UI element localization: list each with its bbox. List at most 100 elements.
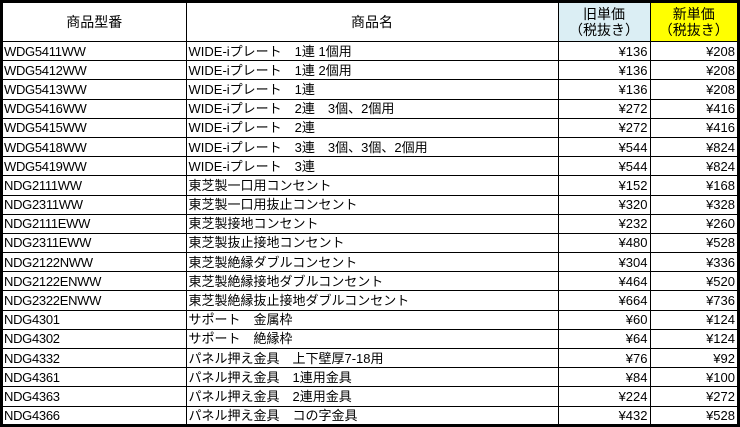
product-code-cell: WDG5416WW: [3, 98, 187, 119]
header-row: 商品型番 商品名 旧単価 （税抜き） 新単価 （税抜き）: [3, 3, 737, 42]
new-price-cell: ¥736: [649, 290, 737, 311]
old-price-cell: ¥304: [557, 252, 651, 273]
product-code-cell: NDG2111WW: [3, 175, 187, 196]
old-price-cell: ¥232: [557, 213, 651, 234]
product-name-cell: WIDE-iプレート 1連: [185, 79, 559, 100]
header-old-price: 旧単価 （税抜き）: [557, 3, 651, 42]
header-new-price: 新単価 （税抜き）: [649, 3, 737, 42]
table-row: NDG2122NWW 東芝製絶縁ダブルコンセント ¥304 ¥336: [3, 252, 737, 273]
header-old-price-line1: 旧単価: [583, 6, 625, 22]
table-row: NDG4302 サポート 絶縁枠 ¥64 ¥124: [3, 328, 737, 350]
old-price-cell: ¥84: [557, 367, 651, 388]
product-code-cell: NDG4363: [3, 386, 187, 407]
product-name-cell: 東芝製抜止接地コンセント: [185, 232, 559, 254]
product-name-cell: 東芝製絶縁ダブルコンセント: [185, 252, 559, 273]
product-code-cell: NDG2111EWW: [3, 213, 187, 234]
new-price-cell: ¥208: [649, 60, 737, 81]
new-price-cell: ¥824: [649, 156, 737, 177]
product-code-cell: WDG5415WW: [3, 117, 187, 138]
old-price-cell: ¥136: [557, 40, 651, 62]
header-new-price-line2: （税抜き）: [658, 22, 729, 38]
old-price-cell: ¥60: [557, 309, 651, 330]
header-name: 商品名: [185, 3, 559, 42]
table-row: NDG4361 パネル押え金具 1連用金具 ¥84 ¥100: [3, 367, 737, 388]
old-price-cell: ¥544: [557, 136, 651, 158]
price-table: 商品型番 商品名 旧単価 （税抜き） 新単価 （税抜き） WDG5411WW WIDE…: [3, 3, 737, 425]
product-code-cell: WDG5419WW: [3, 156, 187, 177]
new-price-cell: ¥528: [649, 232, 737, 254]
table-row: WDG5419WW WIDE-iプレート 3連 ¥544 ¥824: [3, 156, 737, 177]
new-price-cell: ¥124: [649, 328, 737, 350]
old-price-cell: ¥136: [557, 60, 651, 81]
product-code-cell: NDG2311WW: [3, 194, 187, 215]
old-price-cell: ¥224: [557, 386, 651, 407]
table-row: WDG5415WW WIDE-iプレート 2連 ¥272 ¥416: [3, 117, 737, 138]
table-row: NDG2311WW 東芝製一口用抜止コンセント ¥320 ¥328: [3, 194, 737, 215]
table-row: WDG5412WW WIDE-iプレート 1連 2個用 ¥136 ¥208: [3, 60, 737, 81]
new-price-cell: ¥520: [649, 271, 737, 292]
new-price-cell: ¥272: [649, 386, 737, 407]
table-row: NDG2122ENWW 東芝製絶縁接地ダブルコンセント ¥464 ¥520: [3, 271, 737, 292]
product-code-cell: WDG5418WW: [3, 136, 187, 158]
old-price-cell: ¥64: [557, 328, 651, 350]
header-new-price-line1: 新単価: [672, 6, 715, 22]
product-name-cell: 東芝製絶縁接地ダブルコンセント: [185, 271, 559, 292]
old-price-cell: ¥544: [557, 156, 651, 177]
table-row: NDG4301 サポート 金属枠 ¥60 ¥124: [3, 309, 737, 330]
product-name-cell: WIDE-iプレート 2連: [185, 117, 559, 138]
old-price-cell: ¥76: [557, 347, 651, 369]
table-row: NDG2111WW 東芝製一口用コンセント ¥152 ¥168: [3, 175, 737, 196]
product-code-cell: NDG4361: [3, 367, 187, 388]
old-price-cell: ¥464: [557, 271, 651, 292]
old-price-cell: ¥272: [557, 98, 651, 119]
product-code-cell: NDG2311EWW: [3, 232, 187, 254]
product-code-cell: WDG5413WW: [3, 79, 187, 100]
old-price-cell: ¥664: [557, 290, 651, 311]
old-price-cell: ¥152: [557, 175, 651, 196]
product-code-cell: NDG2122ENWW: [3, 271, 187, 292]
new-price-cell: ¥260: [649, 213, 737, 234]
product-name-cell: WIDE-iプレート 2連 3個、2個用: [185, 98, 559, 119]
product-name-cell: 東芝製絶縁抜止接地ダブルコンセント: [185, 290, 559, 311]
product-name-cell: WIDE-iプレート 3連: [185, 156, 559, 177]
product-name-cell: WIDE-iプレート 1連 1個用: [185, 40, 559, 62]
table-row: NDG4363 パネル押え金具 2連用金具 ¥224 ¥272: [3, 386, 737, 407]
product-name-cell: 東芝製一口用抜止コンセント: [185, 194, 559, 215]
product-name-cell: 東芝製一口用コンセント: [185, 175, 559, 196]
old-price-cell: ¥136: [557, 79, 651, 100]
old-price-cell: ¥320: [557, 194, 651, 215]
product-code-cell: NDG4332: [3, 347, 187, 369]
old-price-cell: ¥480: [557, 232, 651, 254]
product-code-cell: NDG4301: [3, 309, 187, 330]
product-code-cell: WDG5411WW: [3, 40, 187, 62]
product-name-cell: サポート 金属枠: [185, 309, 559, 330]
product-name-cell: パネル押え金具 1連用金具: [185, 367, 559, 388]
new-price-cell: ¥208: [649, 79, 737, 100]
new-price-cell: ¥416: [649, 117, 737, 138]
product-name-cell: パネル押え金具 上下壁厚7-18用: [185, 347, 559, 369]
product-code-cell: NDG2122NWW: [3, 252, 187, 273]
old-price-cell: ¥432: [557, 405, 651, 425]
new-price-cell: ¥328: [649, 194, 737, 215]
table-row: NDG2322ENWW 東芝製絶縁抜止接地ダブルコンセント ¥664 ¥736: [3, 290, 737, 311]
table-row: WDG5418WW WIDE-iプレート 3連 3個、3個、2個用 ¥544 ¥824: [3, 136, 737, 158]
new-price-cell: ¥336: [649, 252, 737, 273]
product-code-cell: WDG5412WW: [3, 60, 187, 81]
table-row: WDG5416WW WIDE-iプレート 2連 3個、2個用 ¥272 ¥416: [3, 98, 737, 119]
product-name-cell: パネル押え金具 2連用金具: [185, 386, 559, 407]
new-price-cell: ¥92: [649, 347, 737, 369]
table-row: NDG2311EWW 東芝製抜止接地コンセント ¥480 ¥528: [3, 232, 737, 254]
product-name-cell: パネル押え金具 コの字金具: [185, 405, 559, 425]
product-code-cell: NDG4302: [3, 328, 187, 350]
product-name-cell: 東芝製接地コンセント: [185, 213, 559, 234]
table-row: WDG5411WW WIDE-iプレート 1連 1個用 ¥136 ¥208: [3, 40, 737, 62]
new-price-cell: ¥124: [649, 309, 737, 330]
new-price-cell: ¥208: [649, 40, 737, 62]
table-row: NDG4332 パネル押え金具 上下壁厚7-18用 ¥76 ¥92: [3, 347, 737, 369]
table-row: WDG5413WW WIDE-iプレート 1連 ¥136 ¥208: [3, 79, 737, 100]
product-name-cell: WIDE-iプレート 1連 2個用: [185, 60, 559, 81]
old-price-cell: ¥272: [557, 117, 651, 138]
table-row: NDG2111EWW 東芝製接地コンセント ¥232 ¥260: [3, 213, 737, 234]
table-row: NDG4366 パネル押え金具 コの字金具 ¥432 ¥528: [3, 405, 737, 425]
